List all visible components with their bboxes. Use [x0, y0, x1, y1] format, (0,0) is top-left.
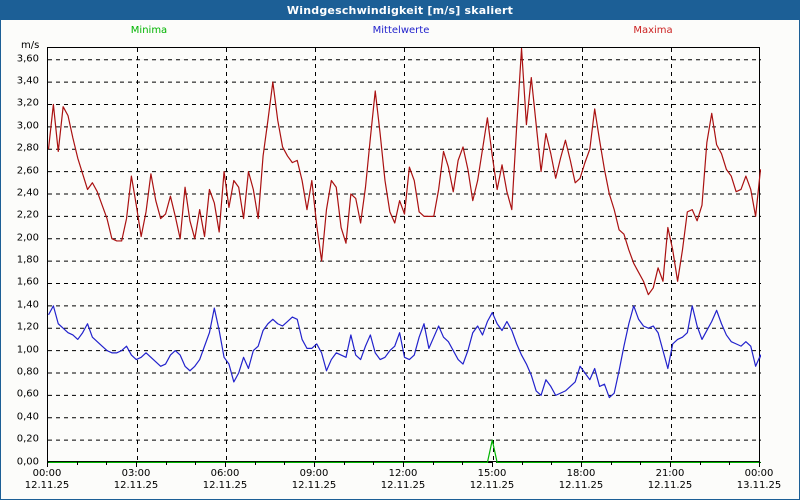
x-tick-time: 00:00	[32, 468, 62, 479]
x-tick-date: 13.11.25	[736, 480, 782, 491]
x-tick-time: 06:00	[210, 468, 240, 479]
y-axis-tick-label: 2,00	[16, 232, 39, 244]
window-title-bar: Windgeschwindigkeit [m/s] skaliert	[1, 1, 799, 20]
grid-lines	[48, 48, 761, 463]
x-tick-date: 12.11.25	[291, 480, 337, 491]
y-axis-tick-label: 0,40	[16, 411, 39, 423]
plot-area	[47, 47, 761, 463]
y-axis-tick-label: 2,80	[16, 142, 39, 154]
y-axis-tick-label: 1,00	[16, 344, 39, 356]
window-title: Windgeschwindigkeit [m/s] skaliert	[286, 4, 514, 17]
x-tick-time: 21:00	[655, 468, 685, 479]
x-axis-tick-label: 18:00 12.11.25	[546, 468, 616, 492]
x-axis-tick-label: 00:00 12.11.25	[12, 468, 82, 492]
series-line-mittelwerte	[48, 305, 761, 399]
x-tick-time: 03:00	[121, 468, 151, 479]
y-axis-tick-label: 3,00	[16, 120, 39, 132]
y-axis-tick-labels: 0,00 0,20 0,40 0,60 0,80 1,00 1,20 1,40 1,60 1,80…	[1, 47, 47, 467]
x-tick-time: 12:00	[388, 468, 418, 479]
legend-item-minima: Minima	[130, 25, 168, 36]
x-tick-time: 18:00	[566, 468, 596, 479]
x-tick-date: 12.11.25	[380, 480, 426, 491]
y-axis-tick-label: 2,60	[16, 165, 39, 177]
legend-item-mittelwerte: Mittelwerte	[372, 25, 430, 36]
x-tick-date: 12.11.25	[647, 480, 693, 491]
x-axis-tick-label: 06:00 12.11.25	[190, 468, 260, 492]
x-tick-date: 12.11.25	[24, 480, 70, 491]
x-axis-tick-labels: 00:00 12.11.25 03:00 12.11.25 06:00 12.11.25 0…	[25, 468, 782, 498]
series-lines	[48, 48, 761, 463]
y-axis-tick-label: 2,40	[16, 187, 39, 199]
y-axis-tick-label: 3,40	[16, 75, 39, 87]
x-axis-tick-label: 09:00 12.11.25	[279, 468, 349, 492]
x-tick-time: 00:00	[744, 468, 774, 479]
x-tick-date: 12.11.25	[469, 480, 515, 491]
x-tick-time: 09:00	[299, 468, 329, 479]
y-axis-tick-label: 0,60	[16, 388, 39, 400]
y-axis-tick-label: 3,60	[16, 53, 39, 65]
y-axis-tick-label: 0,00	[16, 456, 39, 467]
y-axis-tick-label: 3,20	[16, 97, 39, 109]
y-axis-tick-label: 1,40	[16, 299, 39, 311]
y-axis-tick-label: 1,20	[16, 321, 39, 333]
y-axis-tick-label: 1,80	[16, 254, 39, 266]
y-axis-unit-label: m/s	[21, 40, 40, 51]
y-axis-tick-label: 2,20	[16, 209, 39, 221]
x-axis-tick-label: 15:00 12.11.25	[457, 468, 527, 492]
x-tick-time: 15:00	[477, 468, 507, 479]
chart-body: Minima Mittelwerte Maxima m/s 0,00 0,20 0,…	[1, 20, 799, 499]
series-line-maxima	[48, 48, 761, 296]
x-tick-date: 12.11.25	[113, 480, 159, 491]
x-axis-tick-label: 00:00 13.11.25	[724, 468, 794, 492]
x-axis-minor-ticks	[47, 462, 760, 467]
chart-canvas	[48, 48, 761, 463]
x-tick-date: 12.11.25	[558, 480, 604, 491]
x-axis-tick-label: 12:00 12.11.25	[368, 468, 438, 492]
legend-item-maxima: Maxima	[633, 25, 673, 36]
y-axis-tick-label: 1,60	[16, 276, 39, 288]
x-axis-tick-label: 21:00 12.11.25	[635, 468, 705, 492]
y-axis-tick-label: 0,20	[16, 433, 39, 445]
y-axis-tick-label: 0,80	[16, 366, 39, 378]
x-tick-date: 12.11.25	[202, 480, 248, 491]
x-axis-tick-label: 03:00 12.11.25	[101, 468, 171, 492]
series-line-minima	[48, 439, 761, 463]
